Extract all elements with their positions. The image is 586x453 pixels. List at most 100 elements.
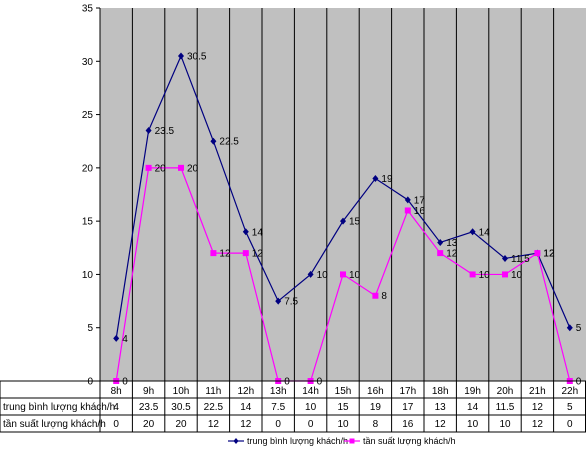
legend-label: trung bình lượng khách/h bbox=[247, 436, 348, 446]
data-label: 12 bbox=[543, 249, 555, 260]
data-label: 8 bbox=[381, 291, 387, 302]
data-point bbox=[242, 250, 249, 257]
data-label: 7.5 bbox=[284, 297, 298, 308]
data-label: 11.5 bbox=[511, 254, 530, 265]
data-point bbox=[372, 175, 379, 183]
data-point bbox=[534, 250, 541, 257]
data-point bbox=[437, 238, 444, 246]
table-cell: 14 bbox=[467, 402, 479, 413]
data-point bbox=[566, 324, 573, 332]
y-tick-label: 25 bbox=[82, 110, 94, 121]
x-category-label: 9h bbox=[143, 386, 154, 397]
data-point bbox=[437, 250, 444, 257]
data-label: 0 bbox=[122, 377, 128, 388]
data-point bbox=[340, 217, 346, 225]
legend-marker bbox=[233, 438, 239, 444]
x-category-label: 16h bbox=[367, 386, 384, 397]
table-cell: 0 bbox=[113, 419, 119, 430]
data-label: 12 bbox=[252, 249, 264, 260]
data-point bbox=[372, 292, 379, 299]
data-label: 20 bbox=[187, 163, 199, 174]
legend-label: tần suất lượng khách/h bbox=[363, 436, 455, 446]
table-cell: 0 bbox=[275, 419, 281, 430]
table-cell: 5 bbox=[567, 402, 573, 413]
x-category-label: 10h bbox=[173, 386, 190, 397]
data-label: 14 bbox=[479, 227, 491, 238]
x-category-label: 18h bbox=[432, 386, 449, 397]
data-point bbox=[275, 297, 282, 305]
y-tick-label: 5 bbox=[87, 323, 93, 334]
x-category-label: 11h bbox=[205, 386, 221, 397]
x-category-label: 15h bbox=[335, 386, 352, 397]
table-cell: 16 bbox=[402, 419, 414, 430]
table-row-header: tần suất lượng khách/h bbox=[3, 418, 106, 430]
data-point bbox=[469, 271, 476, 278]
data-labels: 4 23.5 30.5 22.5 14 7.5 10 15 19 17 13 14 11.5 12 5 0 20… bbox=[122, 51, 582, 387]
data-label: 22.5 bbox=[219, 137, 239, 148]
table-cell: 12 bbox=[435, 419, 447, 430]
data-point bbox=[242, 228, 249, 236]
data-point bbox=[469, 228, 476, 236]
data-label: 0 bbox=[576, 377, 582, 388]
data-label: 30.5 bbox=[187, 51, 207, 62]
data-label: 13 bbox=[446, 238, 458, 249]
data-label: 12 bbox=[543, 249, 555, 260]
data-label: 19 bbox=[381, 174, 393, 185]
data-label: 15 bbox=[349, 217, 361, 228]
table-cell: 30.5 bbox=[171, 402, 191, 413]
data-label: 10 bbox=[511, 270, 523, 281]
data-point bbox=[502, 271, 508, 278]
table-cell: 12 bbox=[532, 419, 544, 430]
data-point bbox=[113, 334, 120, 342]
x-category-label: 13h bbox=[270, 386, 287, 397]
data-label: 10 bbox=[479, 270, 491, 281]
y-tick-label: 10 bbox=[82, 270, 94, 281]
y-tick-label: 15 bbox=[82, 217, 94, 228]
table-cell: 10 bbox=[499, 419, 511, 430]
data-point bbox=[307, 270, 314, 278]
legend-marker bbox=[349, 438, 355, 444]
data-label: 16 bbox=[414, 206, 426, 217]
data-point bbox=[404, 196, 411, 204]
series-markers bbox=[113, 52, 573, 384]
plot-area bbox=[100, 8, 586, 381]
data-label: 10 bbox=[349, 270, 361, 281]
x-category-label: 20h bbox=[497, 386, 514, 397]
data-point bbox=[210, 250, 217, 257]
table-cell: 10 bbox=[337, 419, 349, 430]
data-point bbox=[145, 127, 152, 135]
data-label: 20 bbox=[155, 163, 167, 174]
table-cell: 10 bbox=[305, 402, 317, 413]
x-category-label: 17h bbox=[399, 386, 416, 397]
y-axis-ticks: 0 5 10 15 20 25 30 35 bbox=[82, 4, 100, 388]
y-tick-label: 20 bbox=[82, 163, 94, 174]
data-label: 4 bbox=[122, 334, 128, 345]
table-cell: 22.5 bbox=[204, 402, 224, 413]
data-point bbox=[178, 52, 184, 60]
table-cell: 17 bbox=[402, 402, 414, 413]
y-tick-label: 0 bbox=[87, 377, 93, 388]
data-label: 10 bbox=[317, 270, 329, 281]
table-cell: 7.5 bbox=[271, 402, 285, 413]
data-label: 23.5 bbox=[155, 126, 175, 137]
data-label: 5 bbox=[576, 323, 582, 334]
x-category-label: 14h bbox=[302, 386, 319, 397]
table-row-header: trung bình lượng khách/h bbox=[3, 402, 115, 413]
data-label: 12 bbox=[219, 249, 231, 260]
data-point bbox=[502, 254, 508, 262]
table-cell: 15 bbox=[337, 402, 349, 413]
table-cell: 19 bbox=[370, 402, 382, 413]
x-category-label: 8h bbox=[111, 386, 122, 397]
table-cell: 20 bbox=[175, 419, 187, 430]
table-cell: 12 bbox=[240, 419, 252, 430]
table-cell: 13 bbox=[435, 402, 447, 413]
data-point bbox=[178, 164, 184, 171]
table-cell: 11.5 bbox=[496, 402, 515, 413]
table-cell: 0 bbox=[308, 419, 314, 430]
data-label: 12 bbox=[446, 249, 458, 260]
table-cell: 0 bbox=[567, 419, 573, 430]
table-cell: 4 bbox=[113, 402, 119, 413]
table-cell: 14 bbox=[240, 402, 252, 413]
table-cell: 10 bbox=[467, 419, 479, 430]
